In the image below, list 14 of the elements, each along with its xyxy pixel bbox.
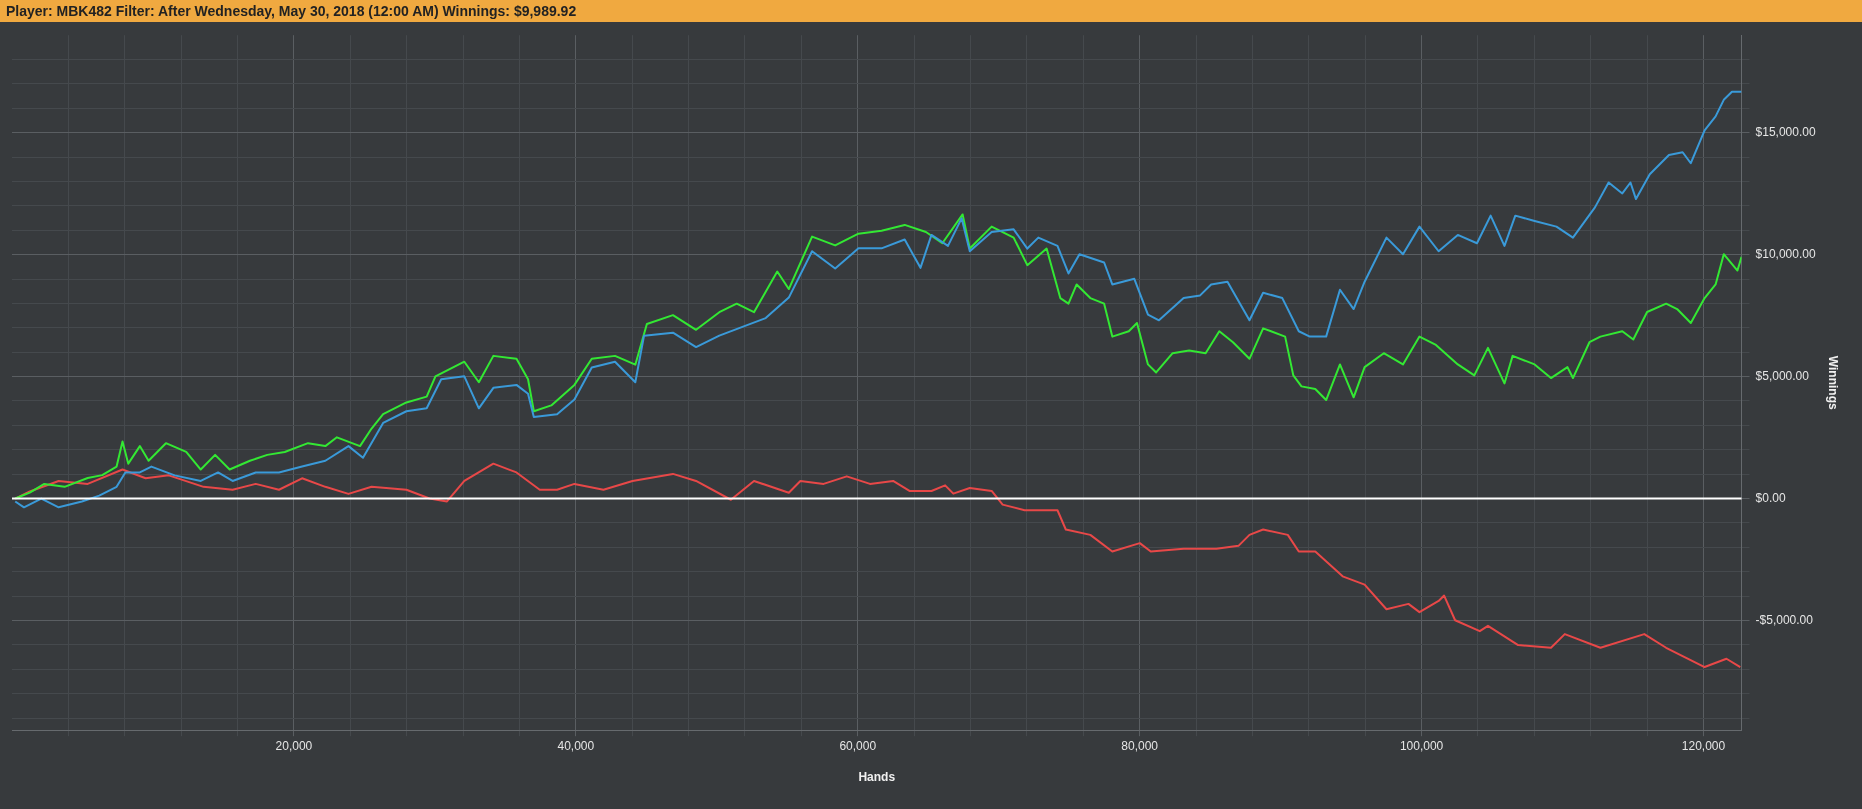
- x-tick-label: 120,000: [1681, 738, 1726, 753]
- x-tick-label: 60,000: [839, 738, 877, 753]
- y-tick-label: $5,000.00: [1755, 368, 1810, 383]
- x-tick-label: 20,000: [275, 738, 313, 753]
- x-axis-title: Hands: [858, 770, 896, 785]
- y-tick-label: $15,000.00: [1755, 125, 1816, 140]
- y-tick-label: -$5,000.00: [1755, 612, 1814, 627]
- x-tick-label: 80,000: [1121, 738, 1159, 753]
- y-tick-label: $10,000.00: [1755, 246, 1816, 261]
- x-tick-label: 100,000: [1399, 738, 1444, 753]
- y-tick-label: $0.00: [1755, 490, 1786, 505]
- x-tick-label: 40,000: [557, 738, 595, 753]
- y-axis-title: Winnings: [1826, 355, 1841, 410]
- chart-title: Player: MBK482 Filter: After Wednesday, May 30, 2018 (12:00 AM) Winnings: $9,989.92: [0, 0, 1862, 22]
